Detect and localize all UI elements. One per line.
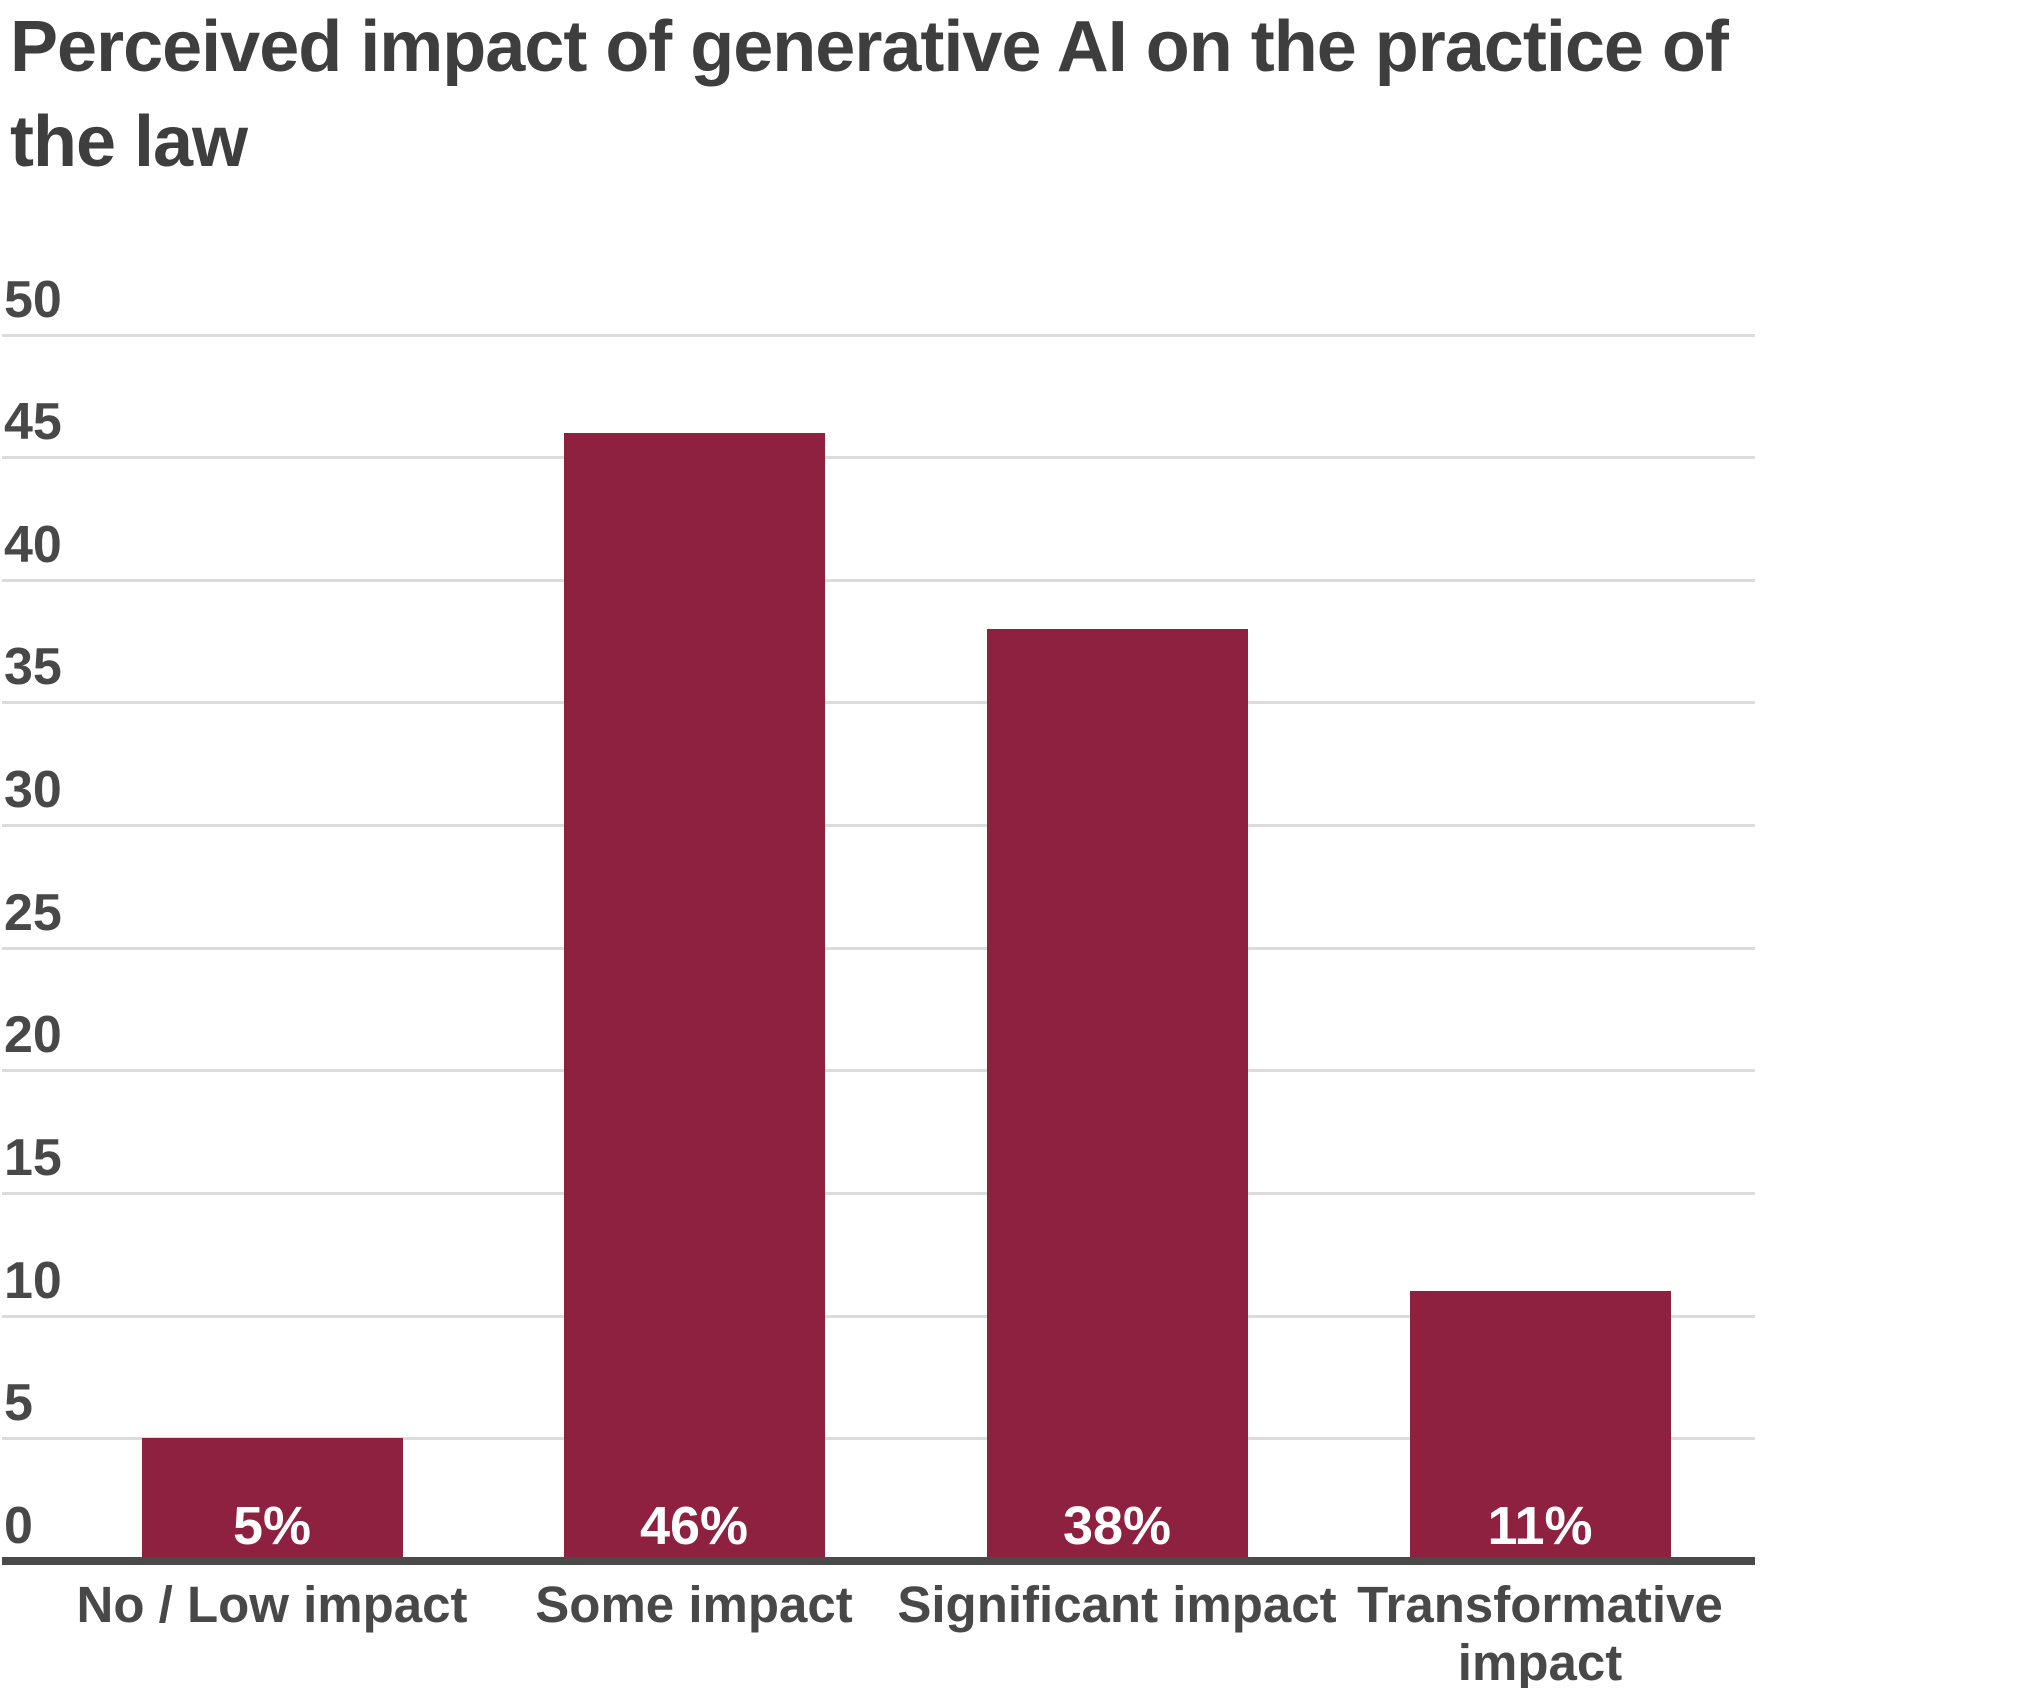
- y-gridline: [2, 334, 1755, 337]
- x-category-label: Some impact: [535, 1576, 853, 1633]
- y-tick-label: 50: [4, 271, 62, 329]
- bar-value-label: 38%: [1062, 1496, 1172, 1556]
- x-axis-line: [2, 1557, 1755, 1565]
- bar-value-label: 11%: [1487, 1496, 1593, 1556]
- bar: [987, 629, 1248, 1561]
- y-tick-label: 35: [4, 638, 62, 696]
- y-tick-label: 20: [4, 1006, 62, 1064]
- bar-value-label: 5%: [232, 1496, 312, 1556]
- bar: [142, 1438, 403, 1561]
- y-tick-label: 10: [4, 1252, 62, 1310]
- y-tick-label: 0: [4, 1497, 33, 1555]
- y-gridline: [2, 947, 1755, 950]
- y-gridline: [2, 701, 1755, 704]
- y-tick-label: 30: [4, 761, 62, 819]
- x-category-label: Significant impact: [897, 1576, 1337, 1633]
- x-category-label: No / Low impact: [76, 1576, 468, 1633]
- y-gridline: [2, 824, 1755, 827]
- chart-title: Perceived impact of generative AI on the…: [10, 7, 1729, 182]
- y-tick-label: 5: [4, 1374, 33, 1432]
- y-tick-label: 25: [4, 884, 62, 942]
- y-gridline: [2, 456, 1755, 459]
- y-gridline: [2, 579, 1755, 582]
- x-category-label: Transformative impact: [1357, 1576, 1723, 1688]
- y-tick-label: 15: [4, 1129, 62, 1187]
- y-gridline: [2, 1069, 1755, 1072]
- y-gridline: [2, 1437, 1755, 1440]
- bar: [1410, 1291, 1671, 1561]
- bar: [564, 433, 825, 1561]
- y-gridline: [2, 1315, 1755, 1318]
- y-tick-label: 45: [4, 393, 62, 451]
- y-gridline: [2, 1192, 1755, 1195]
- y-tick-label: 40: [4, 516, 62, 574]
- bar-value-label: 46%: [639, 1496, 749, 1556]
